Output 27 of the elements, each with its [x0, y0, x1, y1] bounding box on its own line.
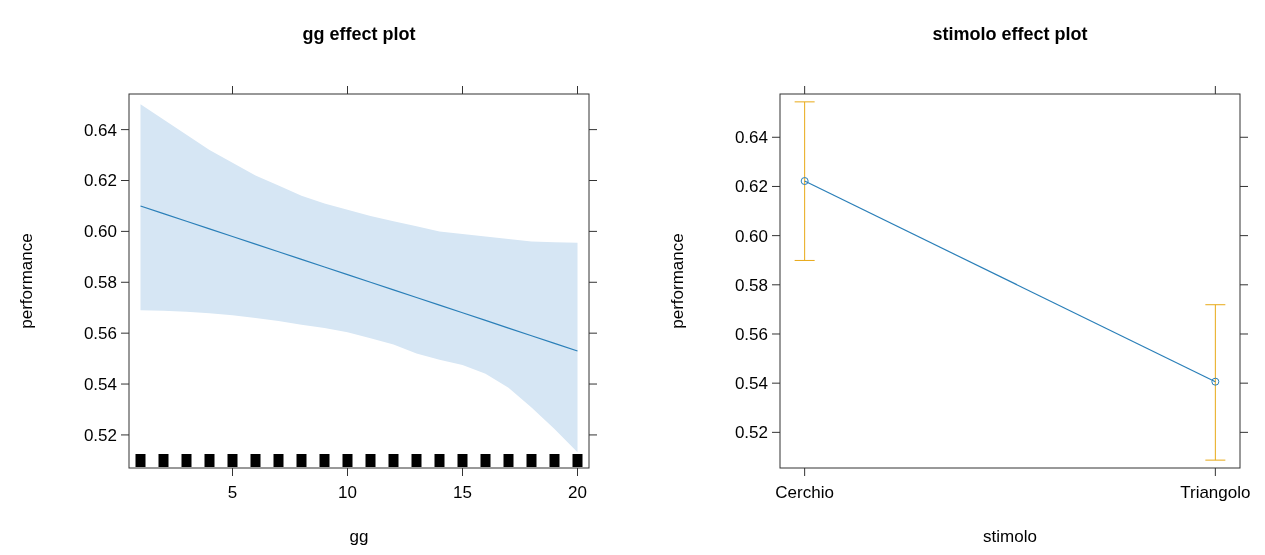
x-tick-label: Triangolo — [1180, 483, 1251, 502]
chart-title: stimolo effect plot — [932, 24, 1088, 44]
y-tick-label: 0.56 — [83, 324, 117, 344]
x-tick-label: 5 — [227, 483, 238, 502]
y-tick-label: 0.54 — [83, 374, 117, 394]
y-tick-label: 0.60 — [83, 222, 117, 242]
line-series — [139, 205, 579, 352]
y-tick-label: 0.64 — [734, 128, 768, 148]
x-tick-label: Cerchio — [775, 483, 834, 502]
x-axis-title: gg — [349, 527, 369, 546]
y-tick-label: 0.64 — [83, 120, 117, 140]
x-tick-label: 20 — [568, 483, 587, 502]
y-tick-label: 0.62 — [734, 177, 768, 197]
y-axis-title: performance — [668, 233, 687, 329]
x-axis-title: stimolo — [983, 527, 1037, 546]
y-tick-label: 0.54 — [734, 374, 768, 394]
x-tick-label: 10 — [338, 483, 357, 502]
y-tick-label: 0.60 — [734, 226, 768, 246]
chart-title: gg effect plot — [302, 24, 416, 44]
y-tick-label: 0.62 — [83, 171, 117, 191]
y-tick-label: 0.52 — [734, 423, 768, 443]
x-tick-label: 15 — [453, 483, 472, 502]
y-tick-label: 0.56 — [734, 324, 768, 344]
y-axis-title: performance — [17, 233, 36, 329]
y-tick-label: 0.52 — [83, 425, 117, 445]
y-tick-label: 0.58 — [83, 273, 117, 293]
y-tick-label: 0.58 — [734, 275, 768, 295]
